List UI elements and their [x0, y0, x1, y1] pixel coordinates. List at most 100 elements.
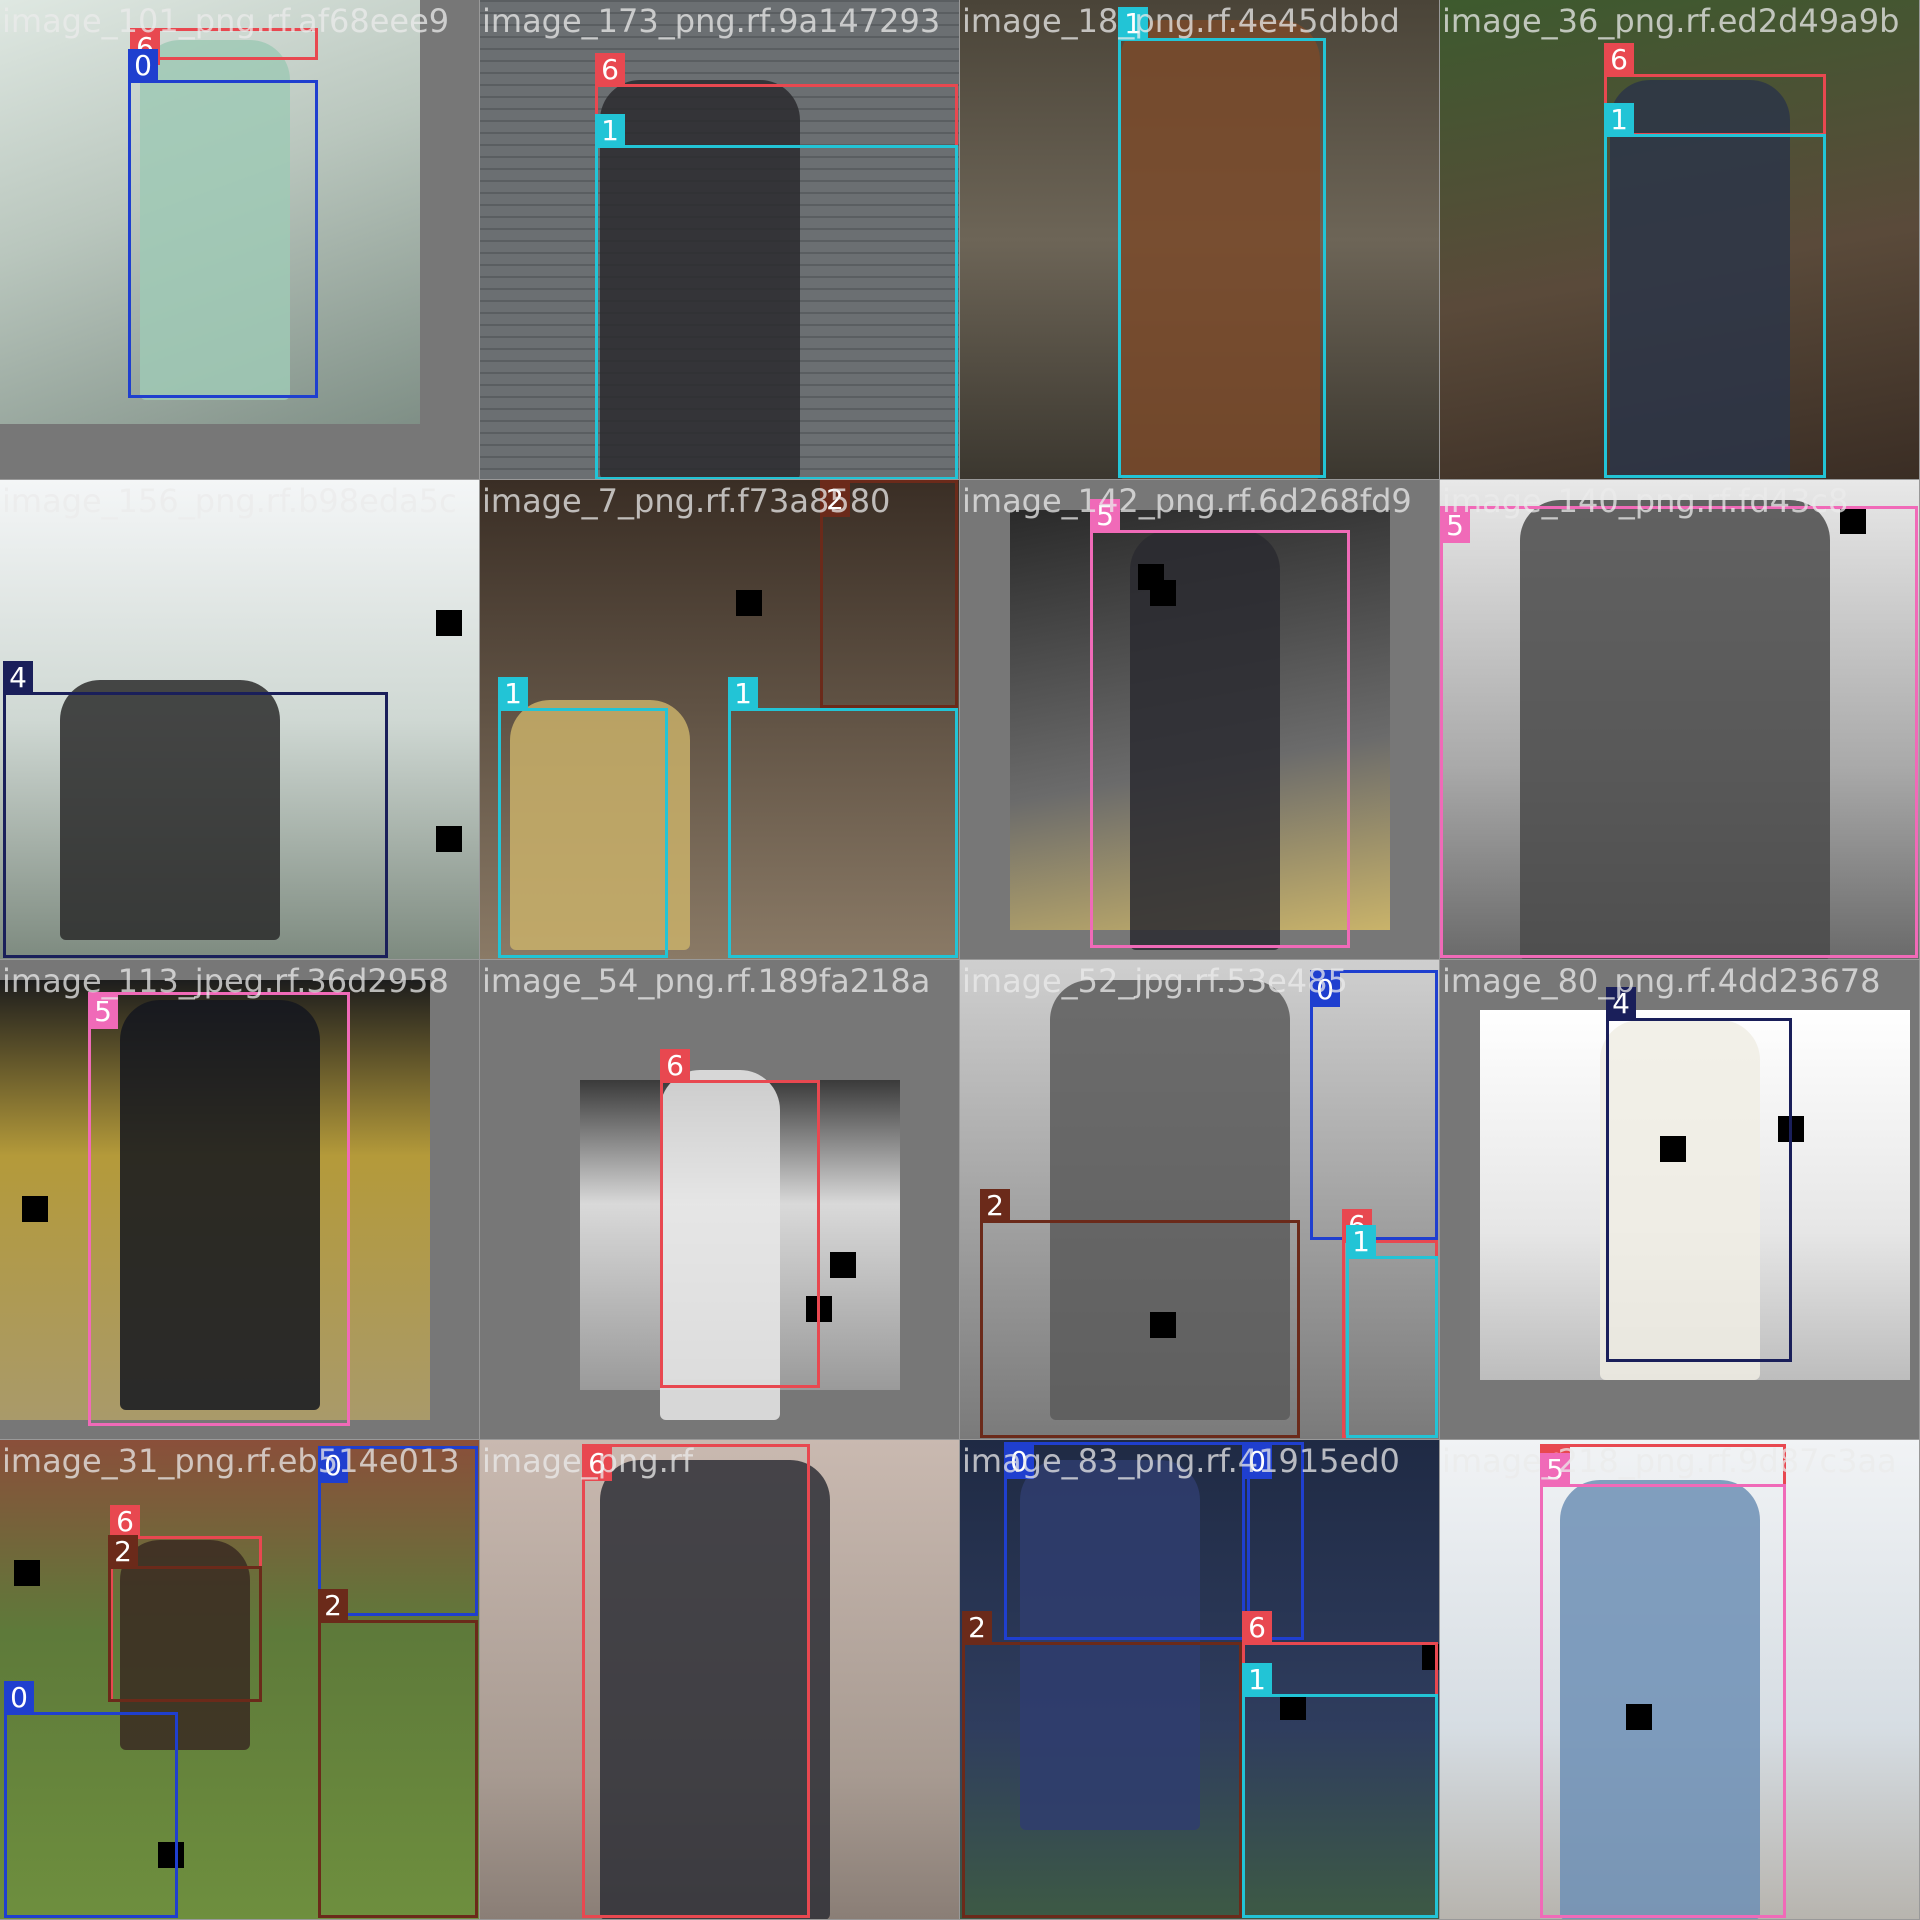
cutout-mask [1660, 1136, 1686, 1162]
mosaic-tile: 6 2 0 0 2 image_31_png.rf.eb514e013 [0, 1440, 480, 1920]
class-label: 1 [1118, 7, 1148, 41]
bounding-box: 6 [130, 28, 318, 65]
cutout-mask [1280, 1694, 1306, 1720]
cutout-mask [1150, 580, 1176, 606]
mosaic-tile: 4 image_80_png.rf.4dd23678 [1440, 960, 1920, 1440]
bounding-box: 0 [128, 49, 318, 398]
class-label: 6 [660, 1049, 690, 1083]
person-figure [1610, 80, 1790, 479]
person-figure [1120, 20, 1320, 479]
bounding-box: 5 [88, 992, 350, 1426]
class-label: 6 [110, 1505, 140, 1539]
class-label: 4 [3, 661, 33, 695]
class-label: 5 [1540, 1453, 1570, 1487]
mosaic-tile: 4 image_156_png.rf.b98eda5c [0, 480, 480, 960]
cutout-mask [14, 1560, 40, 1586]
mosaic-tile: 2061image_52_jpg.rf.53e485 [960, 960, 1440, 1440]
class-label: 6 [1604, 43, 1634, 77]
class-label: 1 [728, 677, 758, 711]
bounding-box: 4 [3, 661, 388, 958]
bounding-box: 6 [1604, 43, 1826, 136]
class-label: 2 [980, 1189, 1010, 1223]
cutout-mask [830, 1252, 856, 1278]
class-label: 0 [128, 49, 158, 83]
bounding-box: 5 [1540, 1453, 1786, 1918]
bounding-box: 6 [582, 1444, 810, 1918]
image-filename-caption: image_54_png.rf.189fa218a [482, 962, 931, 1000]
bounding-box: 5 [1440, 506, 1918, 958]
class-label: 4 [1606, 987, 1636, 1021]
mosaic-tile: 65image_218_png.rf.9d87c3aa [1440, 1440, 1920, 1920]
class-label: 5 [88, 995, 118, 1029]
person-figure [1560, 1480, 1760, 1919]
class-label: 6 [1242, 1611, 1272, 1645]
class-label: 2 [820, 483, 850, 517]
bounding-box: 1 [498, 677, 668, 958]
cutout-mask [436, 826, 462, 852]
cutout-mask [1626, 1704, 1652, 1730]
bounding-box: 1 [595, 114, 958, 479]
mosaic-tile: 5 image_113_jpeg.rf.36d2958 [0, 960, 480, 1440]
person-figure [1020, 1460, 1200, 1830]
class-label: 0 [1310, 973, 1340, 1007]
bounding-box: 2 [820, 480, 958, 708]
bounding-box: 0 [1310, 970, 1438, 1240]
class-label: 1 [1242, 1663, 1272, 1697]
class-label: 1 [1346, 1225, 1376, 1259]
class-label: 0 [1004, 1445, 1034, 1479]
bounding-box: 1 [728, 677, 958, 958]
person-figure [600, 1460, 830, 1919]
bounding-box: 2 [318, 1589, 478, 1918]
person-figure [1520, 500, 1830, 959]
person-figure [510, 700, 690, 950]
bounding-box: 2 [962, 1611, 1242, 1918]
bounding-box: 2 [980, 1189, 1300, 1438]
cutout-mask [1840, 508, 1866, 534]
cutout-mask [1422, 1644, 1439, 1670]
mosaic-tile: 6 image_png.rf [480, 1440, 960, 1920]
person-figure [60, 680, 280, 940]
bounding-box: 0 [318, 1446, 478, 1616]
bounding-box: 1 [1118, 7, 1326, 478]
person-figure [660, 1070, 780, 1420]
mosaic-tile: 2 1 1 image_7_png.rf.f73a8580 [480, 480, 960, 960]
person-figure [140, 40, 290, 400]
class-label: 1 [498, 677, 528, 711]
class-label: 1 [595, 114, 625, 148]
bounding-box: 6 [660, 1049, 820, 1388]
image-filename-caption: image_80_png.rf.4dd23678 [1442, 962, 1881, 1000]
class-label: 5 [1090, 499, 1120, 533]
bounding-box: 1 [1604, 103, 1826, 478]
class-label: 2 [318, 1589, 348, 1623]
mosaic-tile: 5 image_140_png.rf.fd43c8 [1440, 480, 1920, 960]
bounding-box: 0 [1242, 1442, 1304, 1640]
person-figure [1050, 980, 1290, 1420]
mosaic-tile: 0 0 2 6 1 image_83_png.rf.41915ed0 [960, 1440, 1440, 1920]
mosaic-tile: 6 0 image_101_png.rf.af68eee9 [0, 0, 480, 480]
class-label: 0 [1242, 1445, 1272, 1479]
class-label: 5 [1440, 509, 1470, 543]
class-label: 6 [595, 53, 625, 87]
class-label: 0 [318, 1449, 348, 1483]
cutout-mask [436, 610, 462, 636]
person-figure [120, 1540, 250, 1750]
bounding-box: 2 [108, 1535, 262, 1702]
cutout-mask [1150, 1312, 1176, 1338]
mosaic-tile: 5 image_142_png.rf.6d268fd9 [960, 480, 1440, 960]
class-label: 2 [108, 1535, 138, 1569]
class-label: 0 [4, 1681, 34, 1715]
bounding-box: 0 [1004, 1442, 1250, 1640]
class-label: 2 [962, 1611, 992, 1645]
mosaic-tile: 6 1 image_36_png.rf.ed2d49a9b [1440, 0, 1920, 480]
class-label: 1 [1604, 103, 1634, 137]
cutout-mask [736, 590, 762, 616]
bounding-box: 5 [1090, 499, 1350, 948]
class-label: 6 [582, 1447, 612, 1481]
bounding-box: 1 [1346, 1225, 1438, 1438]
bounding-box: 4 [1606, 987, 1792, 1362]
mosaic-tile: 1 image_18_png.rf.4e45dbbd [960, 0, 1440, 480]
mosaic-tile: 6 1 image_173_png.rf.9a147293 [480, 0, 960, 480]
bounding-box: 1 [1242, 1663, 1438, 1918]
bounding-box: 0 [4, 1681, 178, 1918]
